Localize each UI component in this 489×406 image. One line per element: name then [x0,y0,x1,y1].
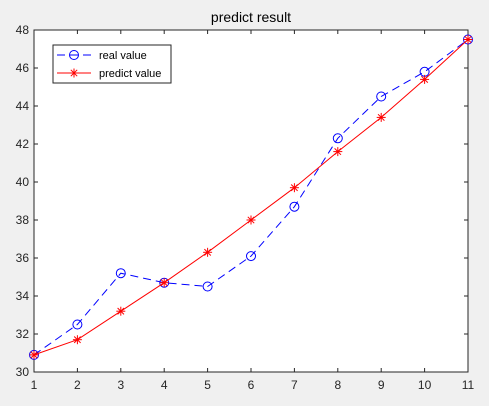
x-tick-label: 8 [334,378,341,392]
asterisk-marker [463,35,473,44]
y-tick-label: 34 [16,289,30,303]
x-tick-label: 1 [31,378,38,392]
asterisk-marker [376,112,386,122]
x-tick-label: 11 [462,378,475,392]
x-tick-label: 7 [291,378,298,392]
y-tick-label: 32 [16,327,30,341]
asterisk-marker [333,147,343,157]
y-tick-label: 40 [16,175,30,189]
x-tick-label: 4 [161,378,168,392]
circle-marker [376,91,387,102]
x-tick-label: 2 [74,378,81,392]
x-tick-label: 3 [117,378,124,392]
circle-marker [69,50,79,60]
legend-box [52,44,172,84]
legend: real value predict value [52,44,172,84]
legend-entry: predict value [57,68,161,80]
circle-marker [202,281,213,292]
y-tick-label: 44 [16,99,30,113]
legend-label: predict value [99,68,161,80]
y-tick-label: 36 [16,251,30,265]
series-layer [29,34,473,360]
asterisk-marker [289,183,299,193]
circle-marker [115,268,126,279]
y-tick-label: 42 [16,137,30,151]
asterisk-marker [420,74,430,84]
series-predict-value [29,35,473,360]
x-tick-label: 5 [204,378,211,392]
legend-entry: real value [57,50,147,62]
asterisk-marker [116,306,126,316]
y-tick-label: 46 [16,61,30,75]
chart-title: predict result [211,9,291,25]
y-tick-label: 48 [16,23,30,37]
asterisk-marker [246,215,256,225]
plot-area [33,29,469,373]
y-tick-label: 38 [16,213,30,227]
circle-marker [332,133,343,144]
asterisk-marker [29,350,39,360]
asterisk-marker [72,335,82,345]
circle-marker [246,251,256,262]
asterisk-marker [159,278,169,288]
circle-marker [72,319,83,330]
series-line [33,39,469,356]
x-tick-label: 6 [248,378,255,392]
x-tick-label: 10 [418,378,432,392]
legend-label: real value [99,50,147,62]
asterisk-marker [69,68,79,78]
x-tick-label: 9 [378,378,385,392]
circle-marker [289,201,300,212]
y-tick-label: 30 [16,365,30,379]
asterisk-marker [203,247,213,257]
